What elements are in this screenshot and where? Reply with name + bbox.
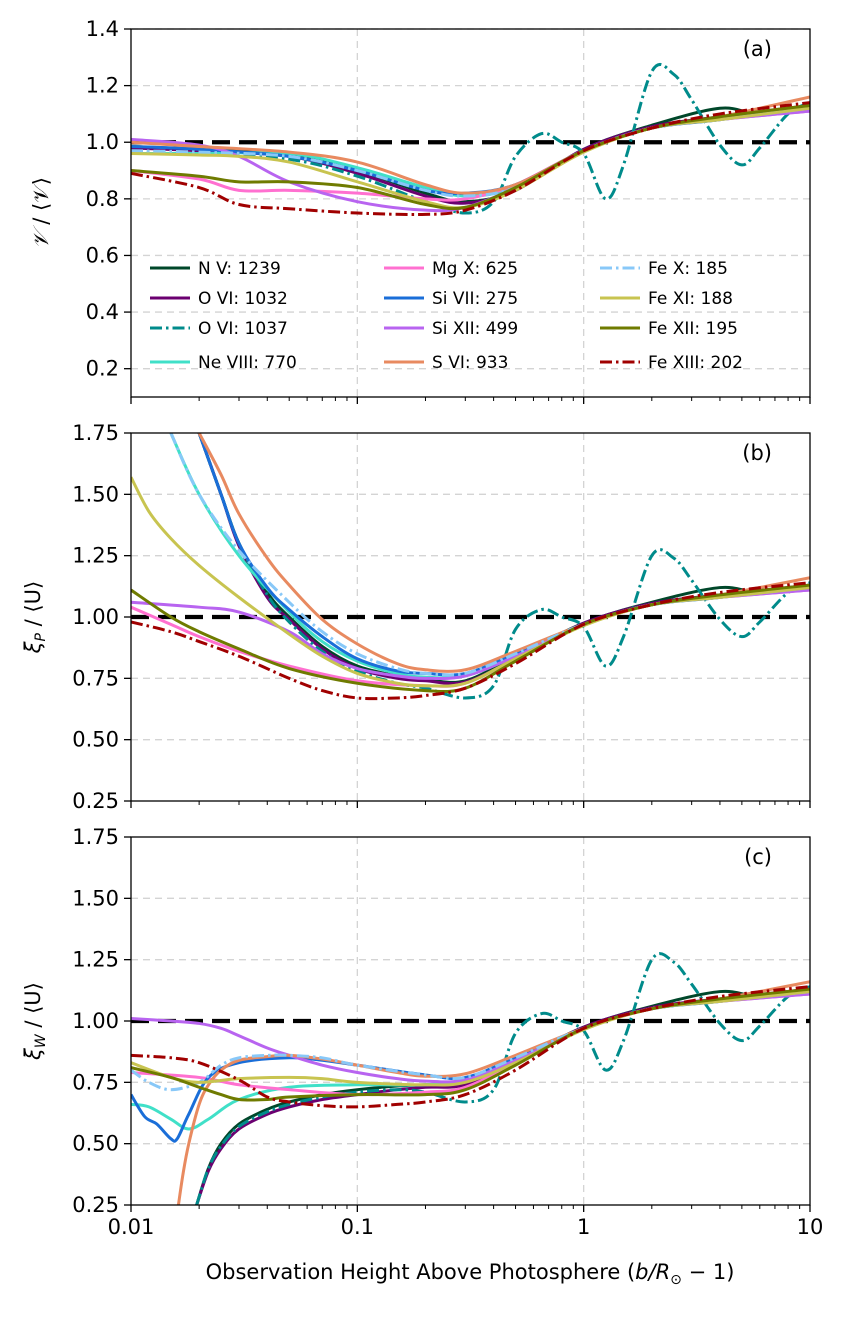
legend-label-si-vii-275: Si VII: 275 — [432, 289, 518, 309]
panel-c-ylabel-mean: ⟨U⟩ — [21, 982, 45, 1014]
panel-b-series-o-vi-1037 — [197, 433, 810, 700]
panel-a-label: (a) — [743, 37, 772, 61]
panel-b-label: (b) — [742, 441, 772, 465]
panel-b-series — [131, 433, 810, 701]
panel-b-series-fe-x-185 — [169, 433, 810, 677]
panel-c-ytick-label: 1.75 — [72, 825, 119, 849]
legend-label-s-vi-933: S VI: 933 — [432, 353, 508, 373]
panel-a-series-fe-xiii-202 — [131, 101, 810, 217]
panel-c-ylabel-symbol: ξ — [21, 1048, 45, 1061]
panel-a-ytick-label: 1.0 — [86, 130, 119, 154]
x-tick-label: 10 — [797, 1215, 824, 1239]
legend-label-o-vi-1037: O VI: 1037 — [198, 319, 288, 339]
legend-label-mg-x-625: Mg X: 625 — [432, 259, 518, 279]
panel-c-ylabel-subscript: W — [33, 1033, 49, 1048]
legend-label-ne-viii-770: Ne VIII: 770 — [198, 353, 297, 373]
panel-a-ytick-label: 0.2 — [86, 357, 119, 381]
panel-b-ytick-label: 1.75 — [72, 421, 119, 445]
x-axis-title: Observation Height Above Photosphere (b/… — [206, 1260, 735, 1288]
legend-label-fe-xii-195: Fe XII: 195 — [648, 319, 738, 339]
legend-label-n-v-1239: N V: 1239 — [198, 259, 281, 279]
panel-a-ylabel-mean: ⟨𝒱⟩ — [29, 177, 53, 211]
panel-a-ytick-labels: 0.2 0.4 0.6 0.8 1.0 1.2 1.4 — [86, 17, 119, 381]
legend-label-fe-x-185: Fe X: 185 — [648, 259, 728, 279]
x-axis-title-main: Observation Height Above Photosphere ( — [206, 1260, 636, 1284]
panel-a-ylabel-separator: / — [29, 211, 53, 231]
panel-b-ytick-label: 0.50 — [72, 728, 119, 752]
x-tick-labels: 0.01 0.1 1 10 — [108, 1215, 824, 1239]
panel-c-ytick-label: 0.25 — [72, 1193, 119, 1217]
panel-c-ylabel-separator: / — [21, 1014, 45, 1034]
legend-label-fe-xi-188: Fe XI: 188 — [648, 289, 733, 309]
panel-b-series-o-vi-1032 — [197, 433, 810, 685]
panel-b-ytick-label: 1.25 — [72, 544, 119, 568]
panel-b-ylabel-subscript: P — [33, 632, 49, 641]
panel-b-ytick-labels: 0.25 0.50 0.75 1.00 1.25 1.50 1.75 — [72, 421, 119, 813]
panel-b-ylabel-mean: ⟨U⟩ — [21, 581, 45, 613]
panel-c-axes — [124, 836, 811, 1212]
panel-a-ytick-label: 0.6 — [86, 243, 119, 267]
x-tick-label: 0.1 — [341, 1215, 374, 1239]
panel-a-ylabel: 𝒱 / ⟨𝒱⟩ — [29, 177, 53, 249]
panel-c-ytick-label: 1.50 — [72, 886, 119, 910]
panel-c-series — [131, 952, 810, 1205]
x-axis-title-tail: − 1) — [682, 1260, 735, 1284]
x-tick-label: 0.01 — [108, 1215, 155, 1239]
panel-c-ytick-label: 1.25 — [72, 948, 119, 972]
panel-c-series-fe-xiii-202 — [131, 985, 810, 1109]
panel-a-frame — [130, 28, 811, 398]
panel-a-ytick-label: 0.8 — [86, 187, 119, 211]
panel-a-axes — [124, 28, 811, 404]
panel-a: 0.2 0.4 0.6 0.8 1.0 1.2 1.4 (a) 𝒱 / ⟨𝒱⟩ N V: 1… — [29, 17, 811, 404]
panel-c-ytick-label: 0.50 — [72, 1132, 119, 1156]
panel-c-ytick-labels: 0.25 0.50 0.75 1.00 1.25 1.50 1.75 — [72, 825, 119, 1217]
panel-c-ytick-label: 1.00 — [72, 1009, 119, 1033]
panel-b-ylabel-separator: / — [21, 613, 45, 633]
panel-b-series-si-xii-499 — [131, 588, 810, 681]
panel-b-ylabel: ξP / ⟨U⟩ — [21, 581, 49, 654]
panel-b-ytick-label: 0.25 — [72, 789, 119, 813]
panel-a-series — [131, 62, 810, 217]
panel-b-series-n-v-1239 — [197, 433, 810, 684]
panel-b-series-fe-xii-195 — [131, 583, 810, 694]
panel-a-series-fe-xii-195 — [131, 103, 810, 211]
panel-b-ytick-label: 1.00 — [72, 605, 119, 629]
legend: N V: 1239 O VI: 1032 O VI: 1037 Ne VIII: 77… — [150, 259, 743, 373]
panel-b-ytick-label: 1.50 — [72, 482, 119, 506]
panel-c-series-si-vii-275 — [131, 987, 810, 1143]
panel-c-ytick-label: 0.75 — [72, 1070, 119, 1094]
panel-b-axes — [124, 432, 811, 808]
legend-label-si-xii-499: Si XII: 499 — [432, 319, 518, 339]
legend-label-o-vi-1032: O VI: 1032 — [198, 289, 288, 309]
panel-c-label: (c) — [744, 845, 772, 869]
panel-a-ytick-label: 1.4 — [86, 17, 119, 41]
legend-label-fe-xiii-202: Fe XIII: 202 — [648, 353, 743, 373]
panel-b-series-si-vii-275 — [197, 433, 810, 677]
panel-a-ytick-label: 1.2 — [86, 74, 119, 98]
x-axis-title-sub: ⊙ — [670, 1272, 682, 1288]
panel-b-ytick-label: 0.75 — [72, 666, 119, 690]
x-tick-label: 1 — [577, 1215, 590, 1239]
panel-b-ylabel-symbol: ξ — [21, 641, 45, 654]
x-axis-title-math: b/R — [635, 1260, 670, 1284]
panel-a-ytick-label: 0.4 — [86, 300, 119, 324]
panel-b: 0.25 0.50 0.75 1.00 1.25 1.50 1.75 (b) ξP / ⟨U… — [21, 421, 811, 813]
panel-c-ylabel: ξW / ⟨U⟩ — [21, 982, 49, 1061]
panel-c: 0.25 0.50 0.75 1.00 1.25 1.50 1.75 (c) ξW / ⟨U… — [21, 825, 811, 1217]
